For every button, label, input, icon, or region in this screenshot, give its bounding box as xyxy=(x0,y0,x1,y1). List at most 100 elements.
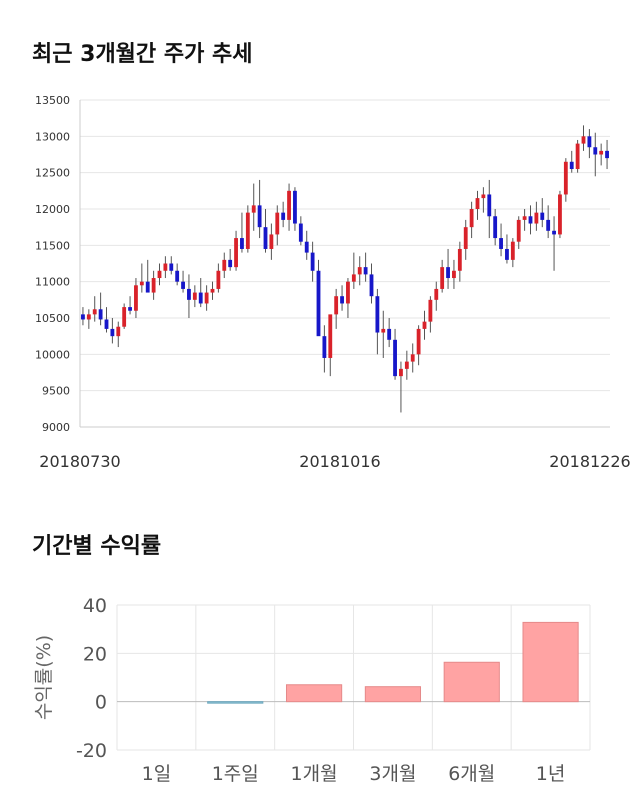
candle-up xyxy=(516,219,521,242)
candle-up xyxy=(522,216,527,220)
y-tick-label: 9000 xyxy=(42,421,70,434)
candle-down xyxy=(393,339,397,377)
candle-up xyxy=(404,361,409,369)
y-tick-label: 9500 xyxy=(42,385,70,398)
candle-down xyxy=(145,281,150,293)
candle-up xyxy=(116,326,121,337)
candle-up xyxy=(434,288,439,300)
candle-down xyxy=(240,238,244,249)
period-returns-title: 기간별 수익률 xyxy=(32,534,162,559)
candle-up xyxy=(86,314,91,320)
x-tick-label: 1년 xyxy=(536,763,566,785)
return-bar xyxy=(364,686,422,703)
candle-up xyxy=(287,190,291,220)
candle-down xyxy=(340,296,344,304)
y-tick-label: -20 xyxy=(76,740,107,762)
candle-up xyxy=(581,136,586,144)
candle-down xyxy=(128,307,132,311)
candle-up xyxy=(463,227,468,249)
candle-up xyxy=(328,314,333,358)
y-tick-label: 0 xyxy=(95,692,107,714)
candlestick-chart: 13500 13000 12500 12000 11500 11000 10500 10000… xyxy=(35,94,631,471)
candle-down xyxy=(175,270,180,282)
candle-down xyxy=(263,227,268,249)
candle-down xyxy=(587,136,592,148)
candle-up xyxy=(457,248,462,271)
candle-down xyxy=(293,190,297,224)
return-bar xyxy=(443,661,500,703)
candle-down xyxy=(322,336,327,358)
candle-up xyxy=(422,321,427,329)
candle-down xyxy=(169,263,174,271)
candle-down xyxy=(487,194,492,217)
candle-up xyxy=(222,259,227,271)
candle-down xyxy=(593,147,598,155)
candle-up xyxy=(416,328,421,355)
x-tick-label: 3개월 xyxy=(369,763,416,785)
candle-up xyxy=(275,212,280,235)
candle-down xyxy=(387,328,392,340)
candle-down xyxy=(298,223,303,242)
y-tick-label: 20 xyxy=(83,643,107,665)
candle-up xyxy=(563,161,568,195)
candle-up xyxy=(469,209,474,228)
candle-down xyxy=(605,150,609,159)
candle-up xyxy=(599,150,604,155)
x-tick-label: 20180730 xyxy=(39,452,120,471)
candle-up xyxy=(216,270,221,289)
price-trend-title: 최근 3개월간 주가 추세 xyxy=(32,42,253,67)
candle-down xyxy=(281,212,286,220)
y-tick-label: 10000 xyxy=(35,348,70,361)
candle-up xyxy=(122,307,127,327)
candle-up xyxy=(357,267,362,275)
candle-up xyxy=(204,292,209,304)
return-bar xyxy=(207,701,264,704)
candle-up xyxy=(510,241,515,260)
x-tick-label: 1일 xyxy=(142,763,172,785)
candle-up xyxy=(134,285,138,311)
candle-up xyxy=(440,267,445,289)
candle-down xyxy=(228,259,233,268)
return-bar xyxy=(522,621,579,703)
candle-up xyxy=(157,270,162,279)
candle-down xyxy=(98,309,103,320)
candle-up xyxy=(558,194,562,235)
candle-down xyxy=(104,319,109,329)
x-tick-label: 20181016 xyxy=(299,452,380,471)
candle-down xyxy=(187,288,191,300)
x-tick-label: 6개월 xyxy=(448,763,495,785)
candle-up xyxy=(381,328,386,333)
candle-up xyxy=(575,143,580,170)
candle-up xyxy=(481,194,486,199)
candle-down xyxy=(363,267,368,275)
candle-down xyxy=(304,241,309,253)
candle-up xyxy=(210,288,215,293)
candle-up xyxy=(452,270,456,279)
y-tick-label: 13000 xyxy=(35,130,70,143)
candle-down xyxy=(181,281,185,289)
candle-down xyxy=(546,219,551,231)
candle-down xyxy=(198,292,203,304)
x-tick-label: 1주일 xyxy=(212,763,259,785)
candle-up xyxy=(399,368,403,377)
y-axis-label: 수익률(%) xyxy=(33,635,55,720)
candle-up xyxy=(245,212,250,249)
candle-down xyxy=(375,296,380,333)
return-bar xyxy=(285,684,343,703)
candle-down xyxy=(569,161,574,170)
candle-up xyxy=(334,296,339,315)
candle-down xyxy=(110,328,115,337)
y-tick-label: 12000 xyxy=(35,203,70,216)
x-tick-label: 20181226 xyxy=(549,452,630,471)
candle-down xyxy=(499,238,503,249)
candle-up xyxy=(234,238,238,268)
candle-up xyxy=(151,278,156,293)
candle-up xyxy=(192,292,197,300)
y-tick-label: 11000 xyxy=(35,276,70,289)
candle-down xyxy=(540,212,545,220)
candle-down xyxy=(369,274,374,297)
y-tick-label: 11500 xyxy=(35,239,70,252)
candle-up xyxy=(251,205,256,213)
candle-up xyxy=(139,281,144,286)
